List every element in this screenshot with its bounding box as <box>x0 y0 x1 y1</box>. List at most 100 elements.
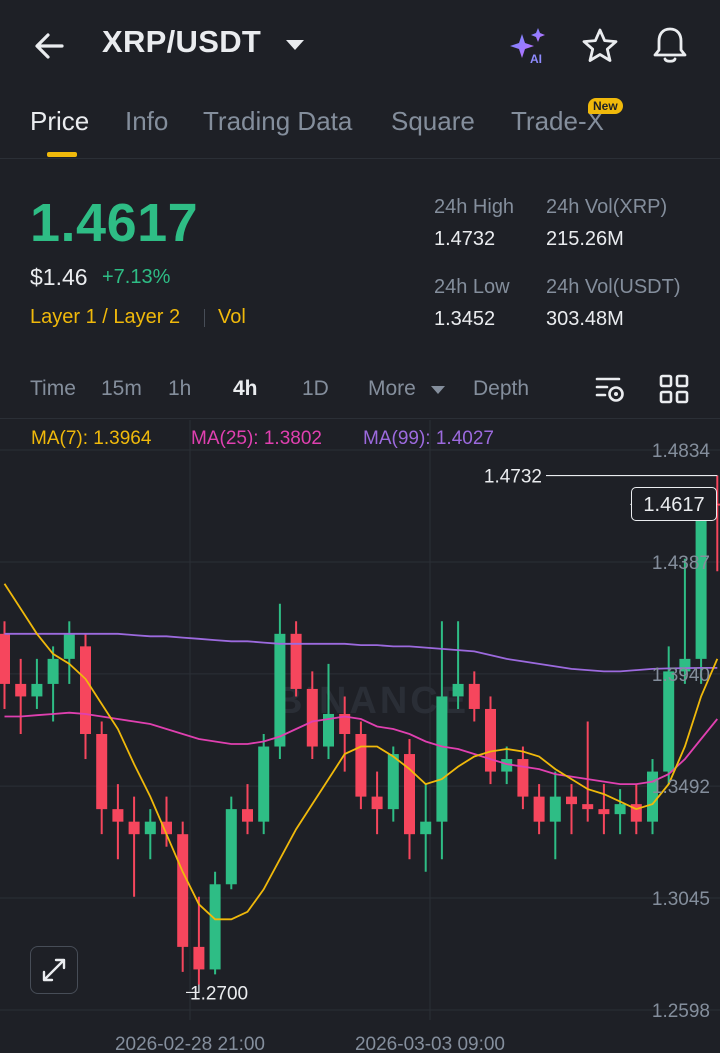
price-markers: 1.4732 1.2700 <box>186 467 720 1004</box>
y-tick-label: 1.3492 <box>652 777 710 798</box>
chart-watermark: BINANCE <box>275 680 469 722</box>
ai-icon[interactable]: AI <box>508 26 552 66</box>
candle-body <box>647 771 658 822</box>
stat-vol-base-value: 215.26M <box>546 228 624 250</box>
candle-body <box>128 821 140 835</box>
candle-body <box>258 746 270 822</box>
price-change-percent: +7.13% <box>102 266 171 288</box>
candle-body <box>112 809 124 822</box>
ma25-line <box>4 711 718 786</box>
candle-body <box>533 796 545 822</box>
candle-body <box>339 713 351 735</box>
chart-settings-icon[interactable] <box>594 373 628 405</box>
high-marker-label: 1.4732 <box>484 467 542 488</box>
x-tick-label: 2026-03-03 09:00 <box>355 1034 505 1053</box>
tab-trading-data[interactable]: Trading Data <box>203 106 353 136</box>
y-tick-label: 1.4834 <box>652 441 711 462</box>
interval-bar: Time 15m 1h 4h 1D More Depth <box>0 360 720 419</box>
ma7-line <box>3 583 719 921</box>
pair-dropdown-caret-icon[interactable] <box>286 40 304 50</box>
pair-title[interactable]: XRP/USDT <box>102 24 262 59</box>
active-tab-indicator <box>47 152 77 157</box>
candle-body <box>436 696 448 822</box>
candle-body <box>549 796 561 822</box>
candle-body <box>663 671 675 772</box>
interval-time[interactable]: Time <box>30 377 76 400</box>
x-tick-label: 2026-02-28 21:00 <box>115 1034 265 1053</box>
tab-info[interactable]: Info <box>125 106 169 136</box>
y-tick-label: 1.3940 <box>652 665 710 686</box>
candle-body <box>209 884 221 970</box>
candle-body <box>323 713 334 747</box>
interval-15m[interactable]: 15m <box>101 377 142 400</box>
interval-1h[interactable]: 1h <box>168 377 192 400</box>
ma-lines-group <box>3 583 719 921</box>
stat-vol-quote-value: 303.48M <box>546 308 624 330</box>
candle-body <box>582 804 594 810</box>
tab-square[interactable]: Square <box>391 106 475 136</box>
depth-tab[interactable]: Depth <box>473 377 530 400</box>
candle-body <box>355 734 367 797</box>
interval-4h[interactable]: 4h <box>233 377 258 400</box>
tag-divider <box>204 309 205 327</box>
favorite-star-icon[interactable] <box>580 26 620 66</box>
more-caret-icon[interactable] <box>431 386 445 394</box>
candle-body <box>0 633 10 684</box>
candle-body <box>96 734 108 810</box>
stat-low-value: 1.3452 <box>434 308 496 330</box>
ma7-legend: MA(7): 1.3964 <box>31 428 152 449</box>
category-tag-layer[interactable]: Layer 1 / Layer 2 <box>30 306 181 328</box>
y-axis-labels: 1.4834 1.4387 1.3940 1.3492 1.3045 1.2598 <box>652 441 711 1022</box>
candle-body <box>517 759 529 797</box>
back-arrow-icon[interactable] <box>30 26 70 66</box>
candle-body <box>566 796 577 805</box>
layout-grid-icon[interactable] <box>658 373 690 405</box>
x-axis-labels: 2026-02-28 21:00 2026-03-03 09:00 <box>115 1034 505 1053</box>
candles-group <box>0 475 720 985</box>
candle-body <box>501 759 513 772</box>
candle-body <box>161 821 172 835</box>
candle-body <box>387 754 399 810</box>
tab-bar: Price Info Trading Data Square Trade-X N… <box>0 92 720 159</box>
stat-vol-quote-label: 24h Vol(USDT) <box>546 276 681 298</box>
ma99-legend: MA(99): 1.4027 <box>363 428 494 449</box>
y-tick-label: 1.3045 <box>652 889 710 910</box>
interval-more[interactable]: More <box>368 377 416 400</box>
y-tick-label: 1.4387 <box>652 553 710 574</box>
category-tag-vol[interactable]: Vol <box>218 306 246 328</box>
candle-body <box>598 809 610 815</box>
low-marker-line <box>186 984 200 994</box>
candle-body <box>177 834 189 947</box>
ma99-line <box>4 632 718 673</box>
candle-body <box>420 821 432 835</box>
interval-1d[interactable]: 1D <box>302 377 329 400</box>
candle-body <box>630 804 642 822</box>
candle-body <box>371 796 383 810</box>
candlestick-chart[interactable]: BINANCE 1.48341.43871.39401.34921.30451.… <box>0 420 720 1053</box>
ma25-legend: MA(25): 1.3802 <box>191 428 322 449</box>
stat-high-label: 24h High <box>434 196 515 218</box>
candle-body <box>614 804 626 815</box>
new-badge: New <box>588 98 623 114</box>
candle-body <box>31 683 43 697</box>
candle-body <box>225 809 237 885</box>
stat-high-value: 1.4732 <box>434 228 496 250</box>
candle-body <box>63 633 75 659</box>
candle-body <box>15 683 27 697</box>
fullscreen-button[interactable] <box>30 946 78 994</box>
candle-body <box>679 658 691 672</box>
svg-text:AI: AI <box>530 52 542 66</box>
tab-price[interactable]: Price <box>30 106 90 136</box>
candle-body <box>468 683 480 709</box>
candle-body <box>290 633 302 689</box>
candle-body <box>47 658 59 684</box>
last-price: 1.4617 <box>30 193 199 253</box>
candle-body <box>242 809 253 822</box>
candle-body <box>485 708 496 772</box>
notification-bell-icon[interactable] <box>650 24 690 66</box>
candle-body <box>274 633 286 747</box>
stat-low-label: 24h Low <box>434 276 510 298</box>
expand-icon <box>42 958 66 982</box>
candle-body <box>404 754 415 835</box>
chart-grid <box>0 420 720 1020</box>
